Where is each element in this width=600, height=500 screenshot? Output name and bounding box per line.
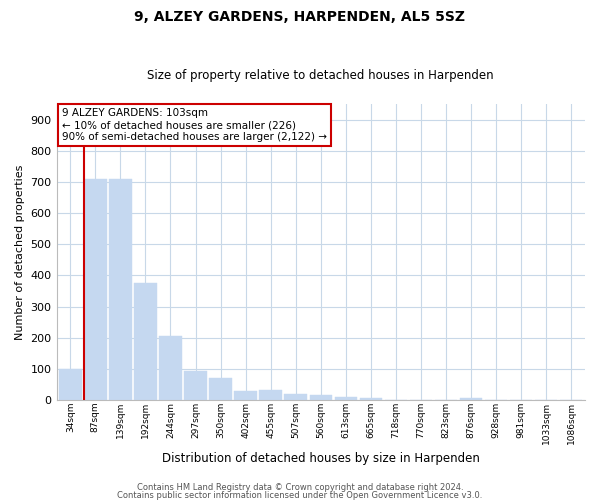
Text: 9, ALZEY GARDENS, HARPENDEN, AL5 5SZ: 9, ALZEY GARDENS, HARPENDEN, AL5 5SZ xyxy=(134,10,466,24)
Bar xyxy=(134,284,157,400)
Bar xyxy=(284,394,307,400)
Bar xyxy=(159,336,182,400)
Bar xyxy=(209,378,232,400)
Text: 9 ALZEY GARDENS: 103sqm
← 10% of detached houses are smaller (226)
90% of semi-d: 9 ALZEY GARDENS: 103sqm ← 10% of detache… xyxy=(62,108,327,142)
Text: Contains HM Land Registry data © Crown copyright and database right 2024.: Contains HM Land Registry data © Crown c… xyxy=(137,484,463,492)
Title: Size of property relative to detached houses in Harpenden: Size of property relative to detached ho… xyxy=(148,69,494,82)
Bar xyxy=(109,179,131,400)
Text: Contains public sector information licensed under the Open Government Licence v3: Contains public sector information licen… xyxy=(118,490,482,500)
Bar xyxy=(460,398,482,400)
Bar xyxy=(335,397,357,400)
X-axis label: Distribution of detached houses by size in Harpenden: Distribution of detached houses by size … xyxy=(162,452,480,465)
Y-axis label: Number of detached properties: Number of detached properties xyxy=(15,164,25,340)
Bar xyxy=(235,391,257,400)
Bar xyxy=(310,395,332,400)
Bar xyxy=(84,179,107,400)
Bar xyxy=(259,390,282,400)
Bar xyxy=(59,369,82,400)
Bar xyxy=(359,398,382,400)
Bar xyxy=(184,370,207,400)
